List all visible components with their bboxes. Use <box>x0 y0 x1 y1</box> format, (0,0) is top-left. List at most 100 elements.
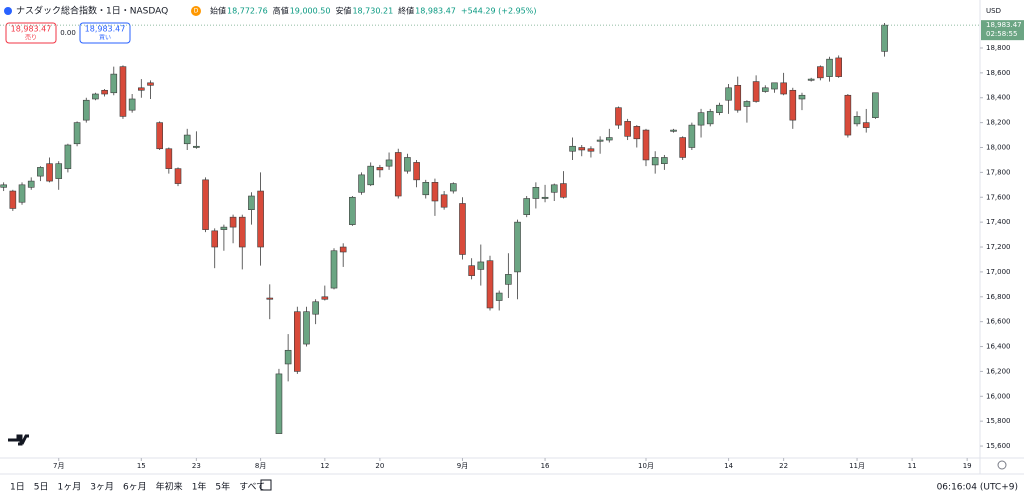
sell-button[interactable] <box>5 22 57 44</box>
x-tick-label: 12 <box>320 462 329 470</box>
candle-body <box>798 94 806 100</box>
candle-body <box>844 94 852 136</box>
symbol-title[interactable]: ナスダック総合指数・1日・NASDAQ <box>16 5 168 17</box>
range-button[interactable]: 1年 <box>192 481 207 493</box>
candle-body <box>367 165 375 186</box>
ohlc-value: 18,983.47 <box>415 7 456 16</box>
candle-body <box>165 148 173 169</box>
candle-body <box>477 261 485 270</box>
y-tick-label: 18,000 <box>986 143 1011 151</box>
y-tick-label: 17,200 <box>986 243 1011 251</box>
candle-body <box>18 184 26 203</box>
candle-body <box>807 78 815 81</box>
x-tick-label: 7月 <box>53 462 64 470</box>
y-tick-label: 15,600 <box>986 442 1011 450</box>
x-tick-label: 22 <box>779 462 788 470</box>
candle-body <box>743 101 751 107</box>
candle-body <box>633 126 641 140</box>
range-button[interactable]: 1ヶ月 <box>57 482 81 493</box>
candle-body <box>27 180 35 188</box>
candle-body <box>394 152 402 197</box>
candle-body <box>624 121 631 137</box>
range-button[interactable]: 6ヶ月 <box>123 482 147 493</box>
candle-body <box>119 66 127 117</box>
candle-body <box>376 167 384 171</box>
range-button[interactable]: 年初来 <box>156 481 183 493</box>
candle-body <box>92 93 99 100</box>
candle-body <box>220 226 228 230</box>
range-button[interactable]: 5年 <box>215 481 230 493</box>
candle-body <box>587 148 595 152</box>
candle-body <box>688 124 696 148</box>
candle-body <box>550 184 558 193</box>
candle-body <box>404 157 411 172</box>
buy-button[interactable] <box>79 22 131 44</box>
y-tick-label: 18,800 <box>986 44 1011 52</box>
candle-body <box>853 116 861 125</box>
x-tick-label: 9月 <box>457 462 468 470</box>
x-tick-label: 14 <box>724 462 733 470</box>
ohlc-value: 18,772.76 <box>227 7 268 16</box>
candle-body <box>330 250 338 289</box>
range-button[interactable]: 1日 <box>10 482 25 493</box>
symbol-icon <box>4 7 12 15</box>
candle-body <box>64 144 72 169</box>
y-tick-label: 16,000 <box>986 392 1011 400</box>
candle-body <box>9 190 17 209</box>
candle-body <box>651 157 659 166</box>
candle-body <box>780 82 787 95</box>
settings-icon[interactable] <box>997 460 1007 470</box>
candle-body <box>303 311 310 345</box>
badge-bg <box>191 6 201 16</box>
candle-body <box>725 87 732 101</box>
candle-body <box>514 221 521 273</box>
y-tick-label: 18,400 <box>986 94 1011 102</box>
candle-body <box>532 187 540 199</box>
candle-body <box>183 134 191 145</box>
range-button[interactable]: 5日 <box>34 482 49 493</box>
y-tick-label: 15,800 <box>986 417 1011 425</box>
candle-body <box>560 183 567 198</box>
candle-body <box>202 179 209 230</box>
clock: 06:16:04 (UTC+9) <box>937 483 1018 493</box>
candle-body <box>147 82 154 86</box>
candle-body <box>275 373 283 434</box>
candle-body <box>817 66 824 79</box>
y-tick-label: 18,200 <box>986 119 1011 127</box>
currency[interactable]: USD <box>986 7 1001 15</box>
candle-body <box>257 190 264 248</box>
candle-body <box>440 194 448 208</box>
candle-body <box>238 216 246 248</box>
candle-body <box>761 87 769 92</box>
price-tag-label: 18,983.47 <box>986 21 1022 29</box>
candle-body <box>615 107 622 126</box>
range-button[interactable]: 3ヶ月 <box>90 482 114 493</box>
candle-body <box>706 111 714 125</box>
sell-label: 売り <box>25 34 37 42</box>
candle-body <box>716 104 723 113</box>
date-range-icon[interactable] <box>260 479 272 491</box>
ohlc-label: 始値 <box>210 6 226 16</box>
candle-body <box>349 196 356 225</box>
x-tick-label: 11 <box>908 462 917 470</box>
candle-body <box>229 216 237 228</box>
candle-body <box>495 292 503 301</box>
price-tag <box>981 20 1024 41</box>
candle-body <box>358 174 365 193</box>
candle-body <box>82 99 90 121</box>
candle-body <box>771 82 778 90</box>
candle-body <box>835 57 842 77</box>
candle-body <box>505 274 512 285</box>
candle-body <box>385 159 393 167</box>
candle-body <box>128 98 136 111</box>
range-button[interactable]: すべて <box>239 482 265 493</box>
candle-body <box>596 139 604 142</box>
ohlc-value: 19,000.50 <box>290 7 331 16</box>
candle-body <box>284 349 292 365</box>
candle-body <box>266 297 274 300</box>
candle-body <box>138 87 145 91</box>
y-tick-label: 17,400 <box>986 218 1011 226</box>
candle-body <box>826 58 833 77</box>
x-tick-label: 10月 <box>638 462 654 470</box>
